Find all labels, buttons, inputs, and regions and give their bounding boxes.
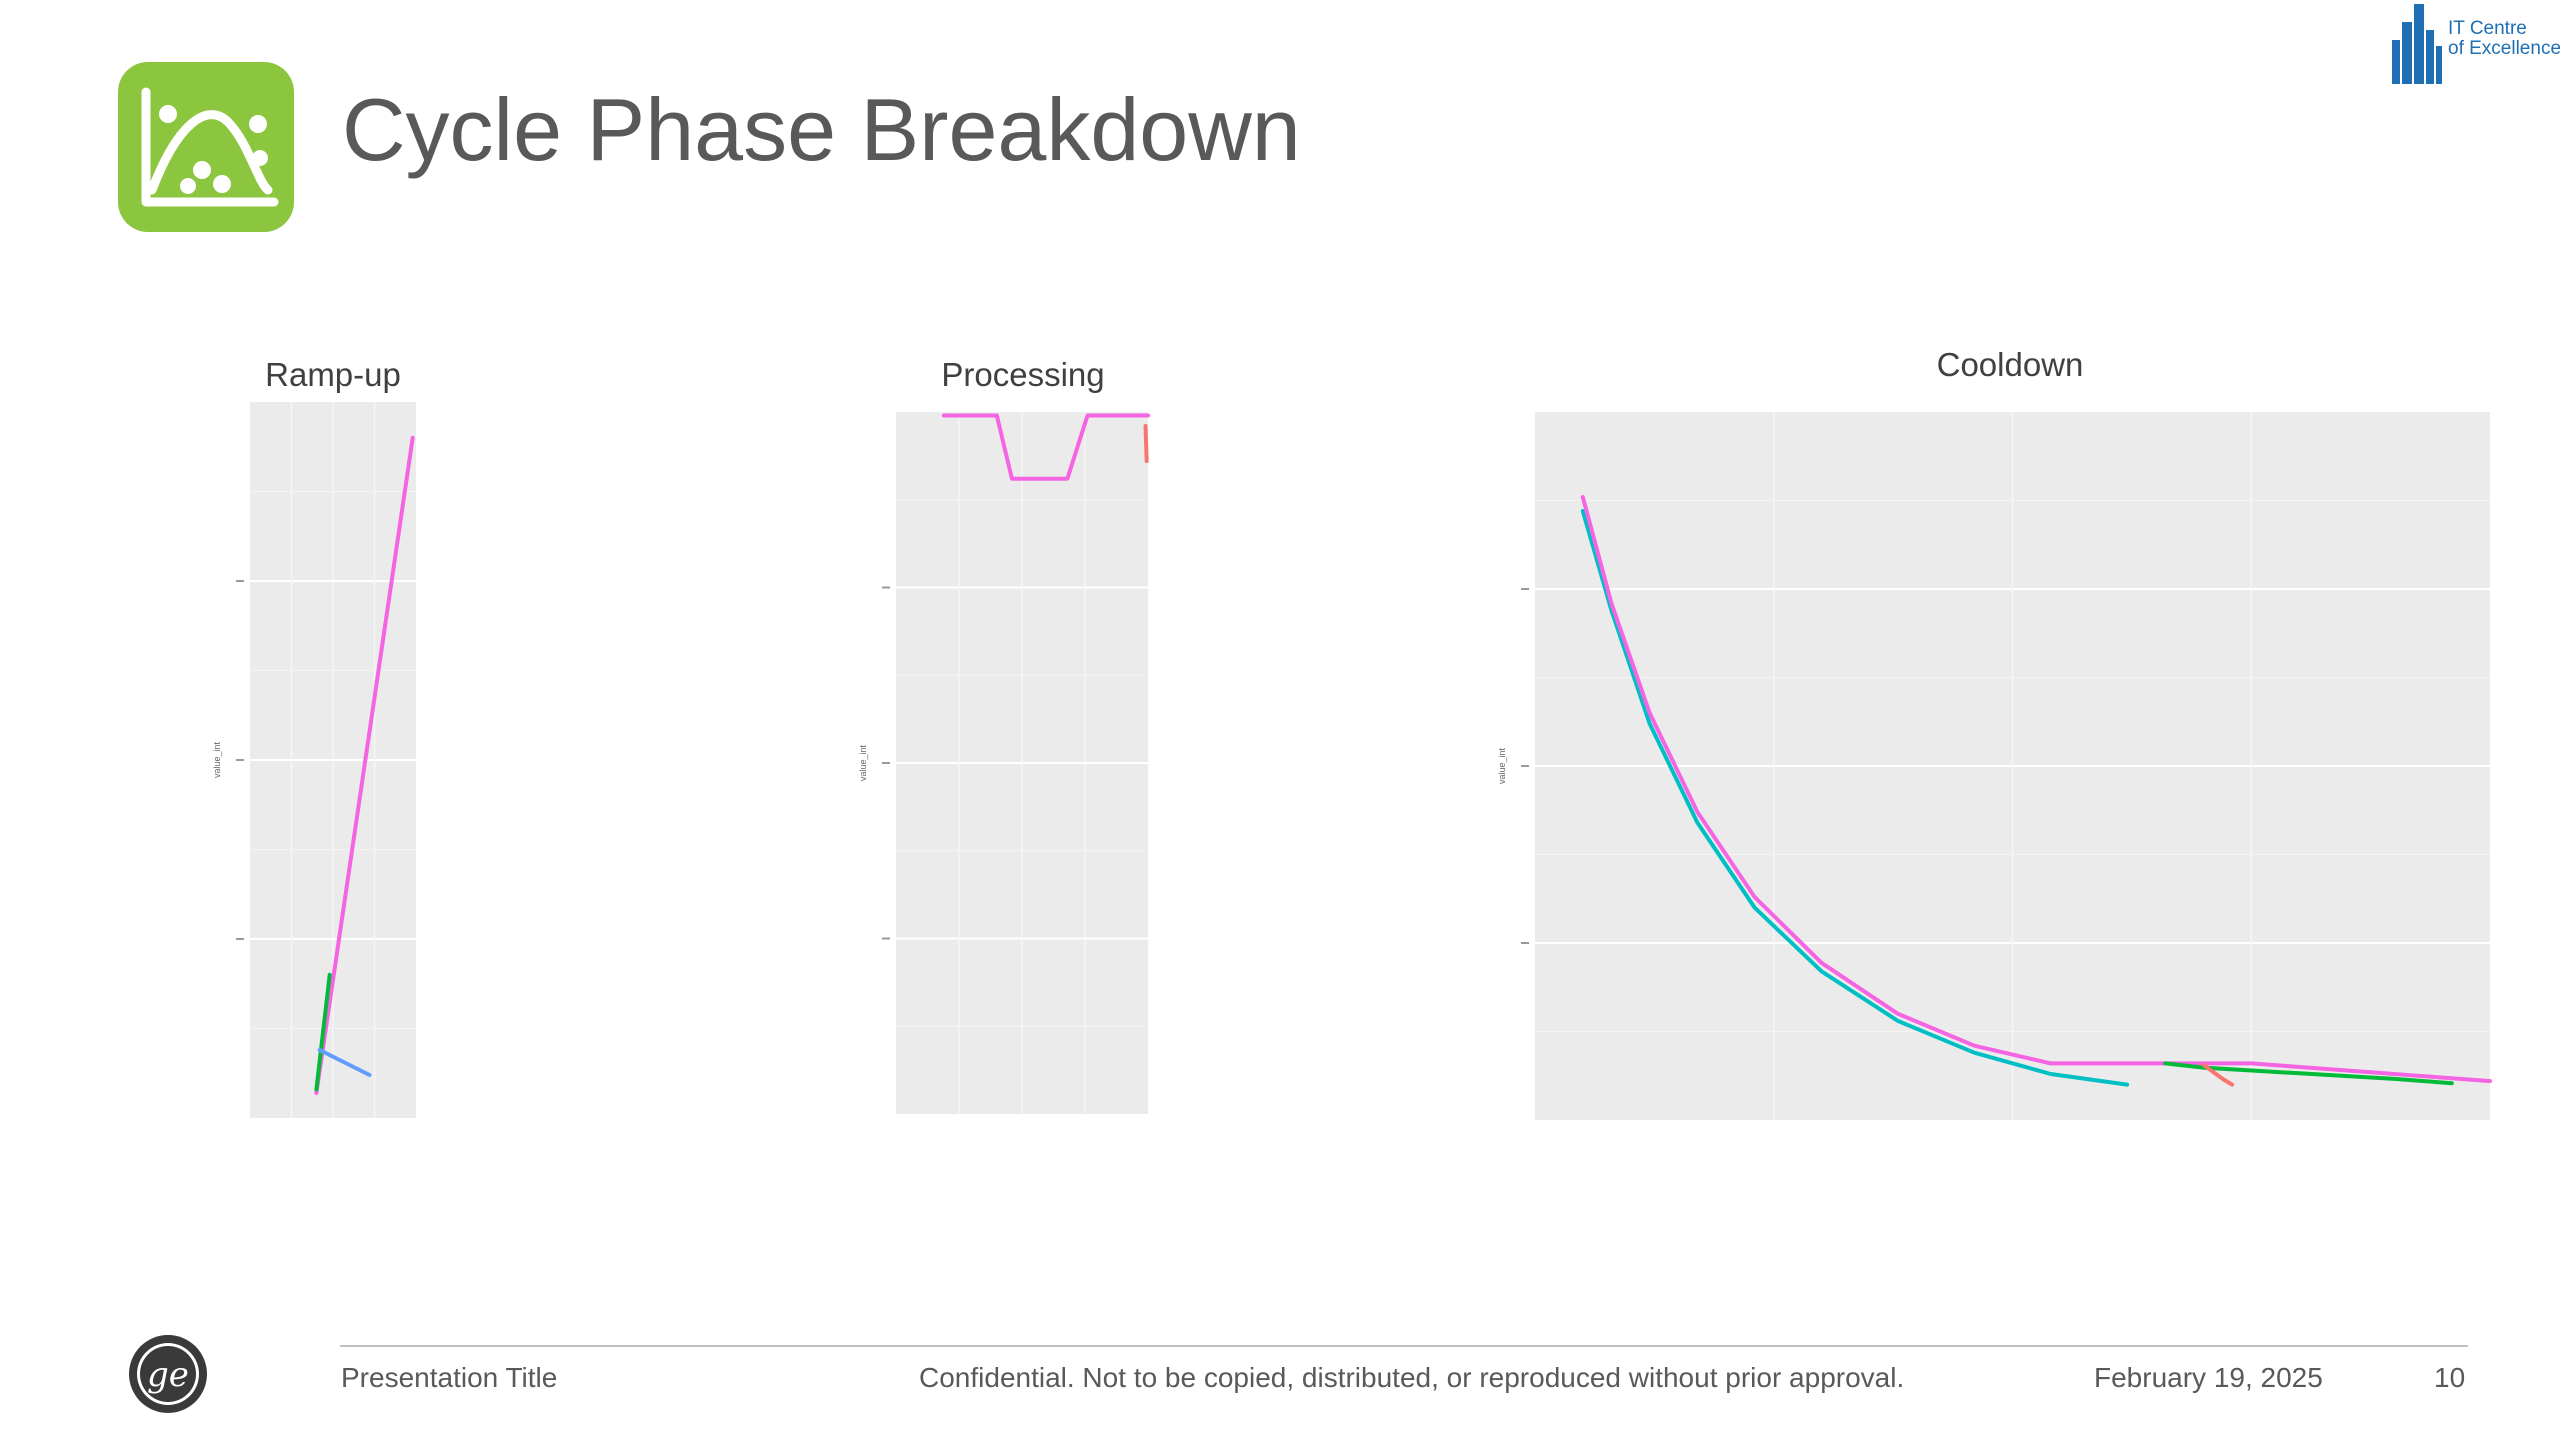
panel-title-ramp-up: Ramp-up bbox=[265, 356, 401, 393]
ge-logo-icon: ge bbox=[129, 1335, 207, 1413]
series-line-1 bbox=[1143, 424, 1149, 464]
series-line-3 bbox=[2201, 1062, 2235, 1087]
chart-cooldown: value_int bbox=[1497, 412, 2492, 1120]
series-line-2 bbox=[317, 1048, 372, 1077]
y-axis-label: value_int bbox=[858, 744, 868, 781]
series-line-0 bbox=[1580, 509, 2130, 1087]
footer-page-number: 10 bbox=[2434, 1362, 2466, 1393]
series-line-1 bbox=[1580, 495, 2492, 1084]
footer-date: February 19, 2025 bbox=[2094, 1362, 2323, 1393]
series-line-2 bbox=[2163, 1061, 2454, 1086]
y-axis-label: value_int bbox=[1497, 747, 1507, 784]
chart-analytics-icon bbox=[118, 62, 294, 232]
logo-text-line1: IT Centre bbox=[2448, 18, 2527, 39]
svg-text:ge: ge bbox=[147, 1355, 189, 1395]
chart-ramp-up: value_int bbox=[212, 402, 416, 1118]
panel-title-cooldown: Cooldown bbox=[1936, 346, 2084, 383]
y-axis-label: value_int bbox=[212, 741, 222, 778]
page-title: Cycle Phase Breakdown bbox=[342, 80, 1301, 179]
series-line-1 bbox=[314, 972, 332, 1092]
series-line-0 bbox=[314, 435, 415, 1095]
series-line-0 bbox=[941, 413, 1150, 481]
footer-presentation-title: Presentation Title bbox=[341, 1362, 558, 1393]
chart-processing: value_int bbox=[858, 412, 1150, 1114]
logo-text-line2: of Excellence bbox=[2448, 38, 2560, 59]
it-centre-logo: IT Centre of Excellence bbox=[2392, 4, 2560, 84]
panel-title-processing: Processing bbox=[941, 356, 1105, 393]
footer-confidential: Confidential. Not to be copied, distribu… bbox=[919, 1362, 1905, 1393]
footer-divider bbox=[340, 1345, 2468, 1347]
